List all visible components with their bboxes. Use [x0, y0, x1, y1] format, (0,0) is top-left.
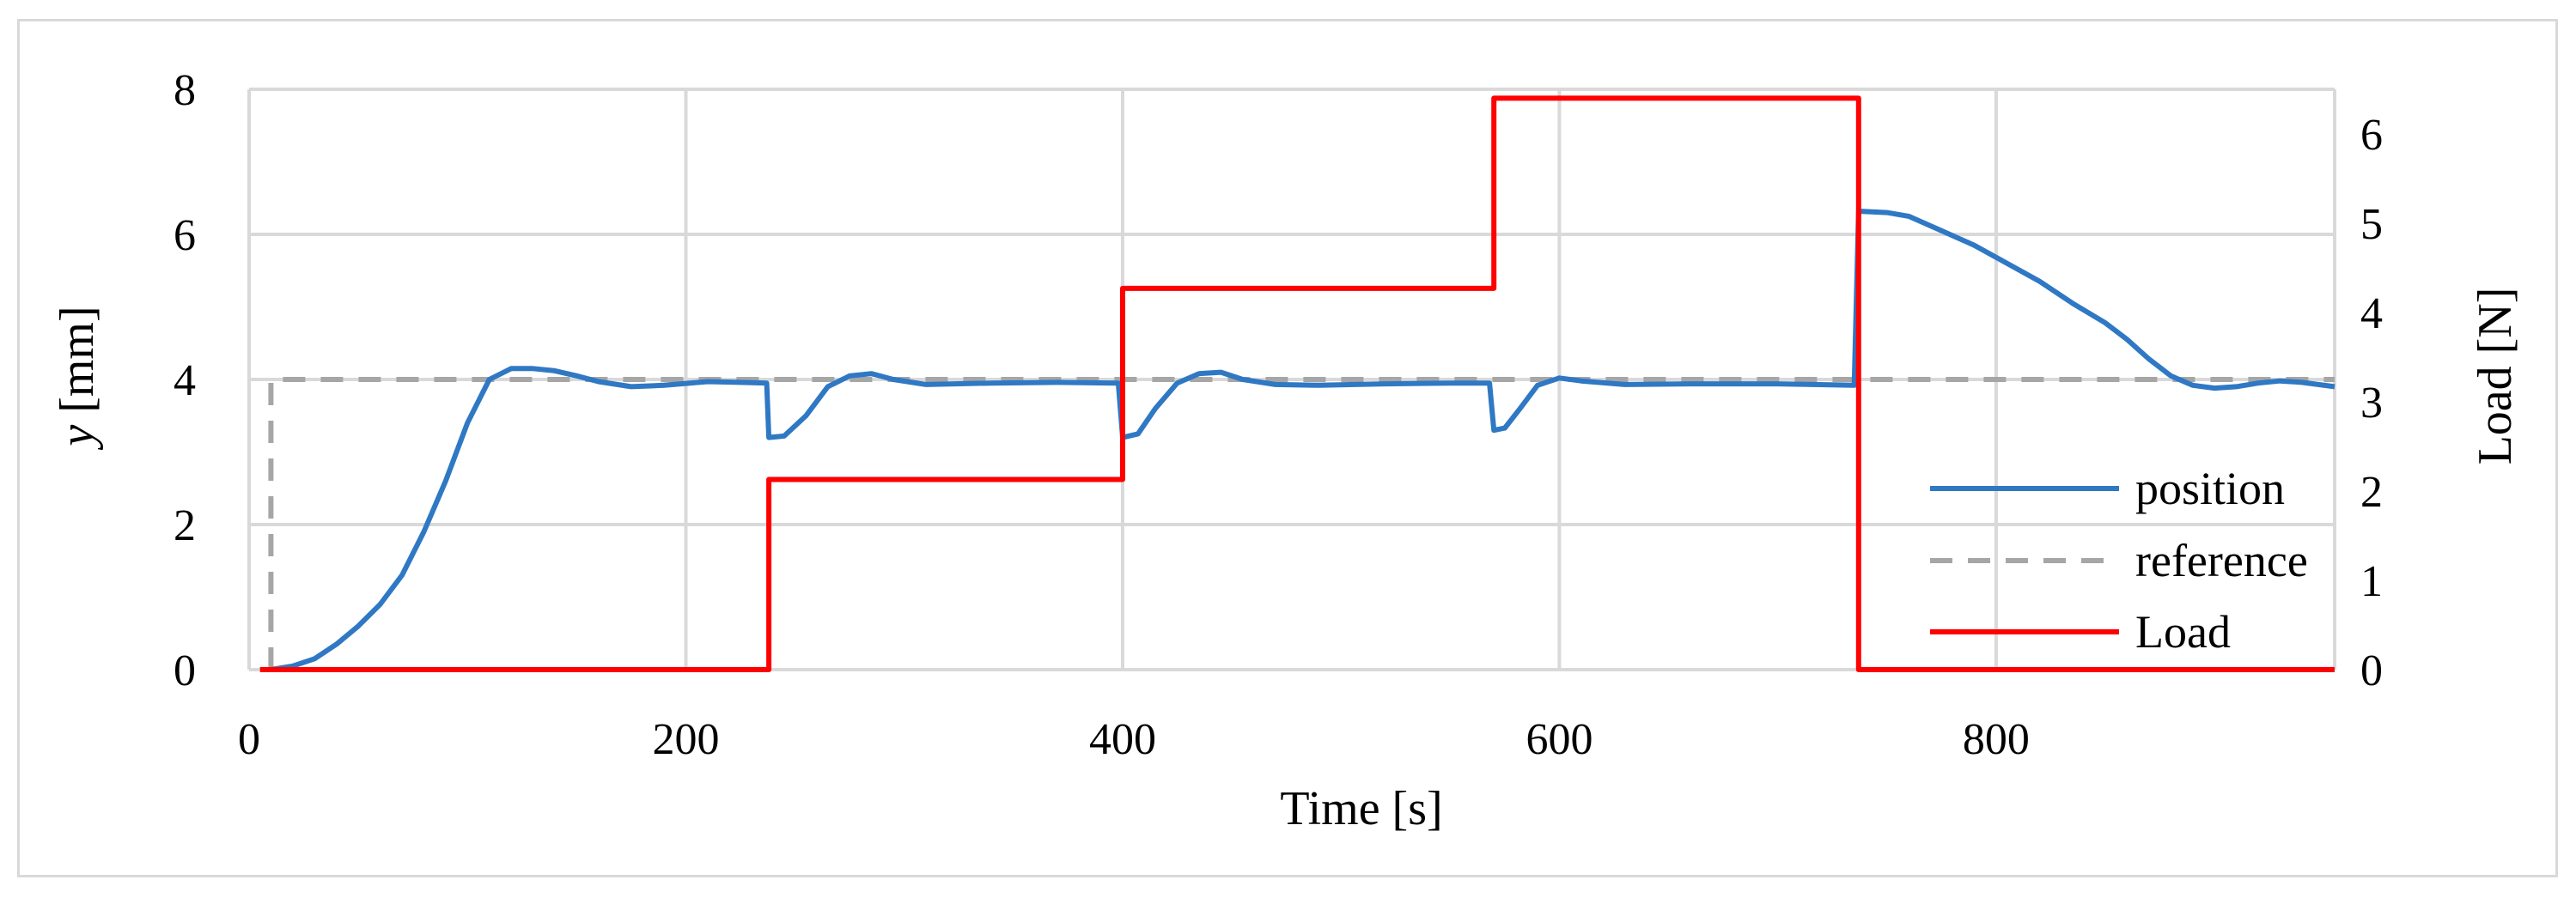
y-tick-labels: 0 2 4 6 8 [174, 66, 196, 695]
x-tick-label: 600 [1526, 715, 1592, 764]
y2-tick-label: 6 [2360, 111, 2383, 160]
x-tick-label: 800 [1963, 715, 2030, 764]
y2-tick-label: 4 [2360, 289, 2383, 338]
y2-tick-label: 0 [2360, 646, 2383, 695]
y-tick-label: 0 [174, 646, 196, 695]
y-tick-label: 4 [174, 356, 196, 405]
y2-tick-label: 2 [2360, 468, 2383, 517]
y2-tick-label: 1 [2360, 557, 2383, 606]
series-line-load [259, 95, 2335, 672]
x-tick-label: 400 [1089, 715, 1156, 764]
series-line-reference [268, 377, 2335, 670]
y-tick-label: 6 [174, 211, 196, 260]
x-tick-labels: 0 200 400 600 800 [238, 715, 2030, 764]
y-axis-title-unit: [mm] [51, 306, 104, 424]
series-line-position [270, 209, 2335, 672]
legend: position reference Load [1930, 463, 2308, 658]
x-axis-title: Time [s] [1280, 782, 1442, 835]
y-axis-title-symbol: y [51, 425, 104, 451]
legend-position-label: position [2135, 463, 2285, 514]
chart-frame [17, 19, 2558, 877]
y2-tick-label: 3 [2360, 379, 2383, 428]
series-layer [259, 95, 2335, 672]
y2-tick-label: 5 [2360, 200, 2383, 249]
legend-reference-label: reference [2135, 535, 2308, 586]
y-tick-label: 2 [174, 501, 196, 550]
legend-load-label: Load [2135, 606, 2231, 658]
y2-axis-title: Load [N] [2469, 288, 2522, 465]
y-axis-title: y [mm] [51, 306, 104, 450]
y-tick-label: 8 [174, 66, 196, 115]
x-tick-label: 0 [238, 715, 260, 764]
x-tick-label: 200 [652, 715, 719, 764]
y2-tick-labels: 0 1 2 3 4 5 6 [2360, 111, 2383, 695]
